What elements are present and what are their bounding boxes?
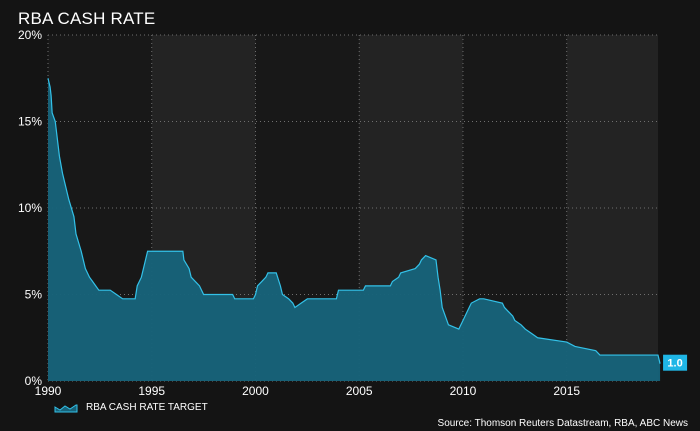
y-tick-label: 5%	[25, 288, 43, 302]
legend-swatch-icon	[54, 404, 78, 412]
x-tick-label: 1995	[138, 384, 165, 398]
chart-title: RBA CASH RATE	[18, 9, 156, 28]
x-tick-label: 2000	[242, 384, 269, 398]
x-tick-label: 2005	[346, 384, 373, 398]
source-text: Source: Thomson Reuters Datastream, RBA,…	[437, 418, 688, 429]
legend-label: RBA CASH RATE TARGET	[86, 402, 208, 413]
x-tick-label: 2015	[553, 384, 580, 398]
value-label-box	[663, 354, 688, 371]
area-group	[47, 78, 661, 381]
y-tick-label: 15%	[18, 115, 42, 129]
y-tick-label: 0%	[25, 374, 43, 388]
x-tick-label: 2010	[450, 384, 477, 398]
annotation-group: 1.0	[663, 354, 688, 371]
y-tick-label: 20%	[18, 28, 42, 42]
rate-area	[48, 78, 661, 381]
y-tick-label: 10%	[18, 201, 42, 215]
axis-labels: 0% 5% 10% 15% 20% 1990 1995 2000 2005 2010 2015	[18, 28, 580, 398]
rate-line	[47, 78, 661, 364]
x-tick-label: 1990	[35, 384, 62, 398]
value-label: 1.0	[667, 358, 682, 370]
legend: RBA CASH RATE TARGET	[54, 402, 208, 413]
